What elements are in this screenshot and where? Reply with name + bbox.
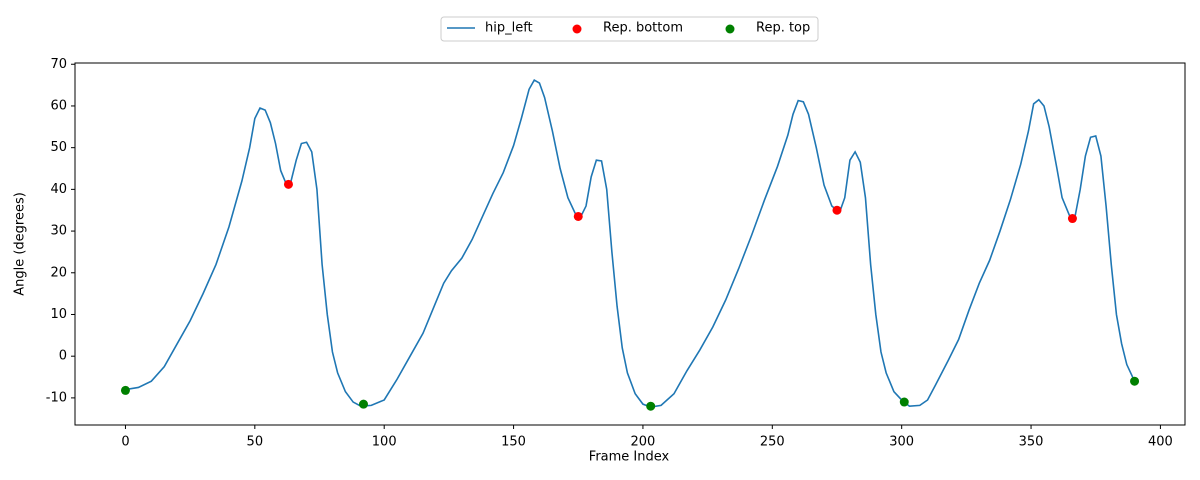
x-tick-label: 400 [1148,435,1173,450]
x-tick-label: 150 [501,435,526,450]
point [832,205,842,215]
point [1130,376,1140,386]
x-tick-label: 200 [631,435,656,450]
legend-label: Rep. bottom [603,21,683,36]
point [899,397,909,407]
y-axis-label: Angle (degrees) [13,192,28,296]
point [120,385,130,395]
point [1067,214,1077,224]
y-tick-label: 0 [59,349,67,364]
point [573,211,583,221]
legend-box [440,16,819,42]
y-tick-label: 50 [50,140,67,155]
point [283,179,293,189]
line [125,79,1136,408]
legend-swatch [572,24,582,34]
y-tick-label: 10 [50,307,67,322]
legend-swatch [725,24,735,34]
y-tick-label: 20 [50,265,67,280]
point [646,401,656,411]
x-tick-label: 250 [760,435,785,450]
legend-label: Rep. top [756,21,810,36]
x-tick-label: 300 [889,435,914,450]
y-tick-label: 70 [50,57,67,72]
point [358,399,368,409]
y-tick-label: 40 [50,182,67,197]
x-tick-label: 50 [247,435,264,450]
y-tick-label: -10 [46,390,67,405]
plot-frame [74,62,1186,426]
x-tick-label: 350 [1019,435,1044,450]
x-axis-label: Frame Index [589,450,670,465]
y-tick-label: 30 [50,224,67,239]
x-tick-label: 0 [121,435,129,450]
y-tick-label: 60 [50,98,67,113]
x-tick-label: 100 [372,435,397,450]
legend-label: hip_left [485,21,533,36]
